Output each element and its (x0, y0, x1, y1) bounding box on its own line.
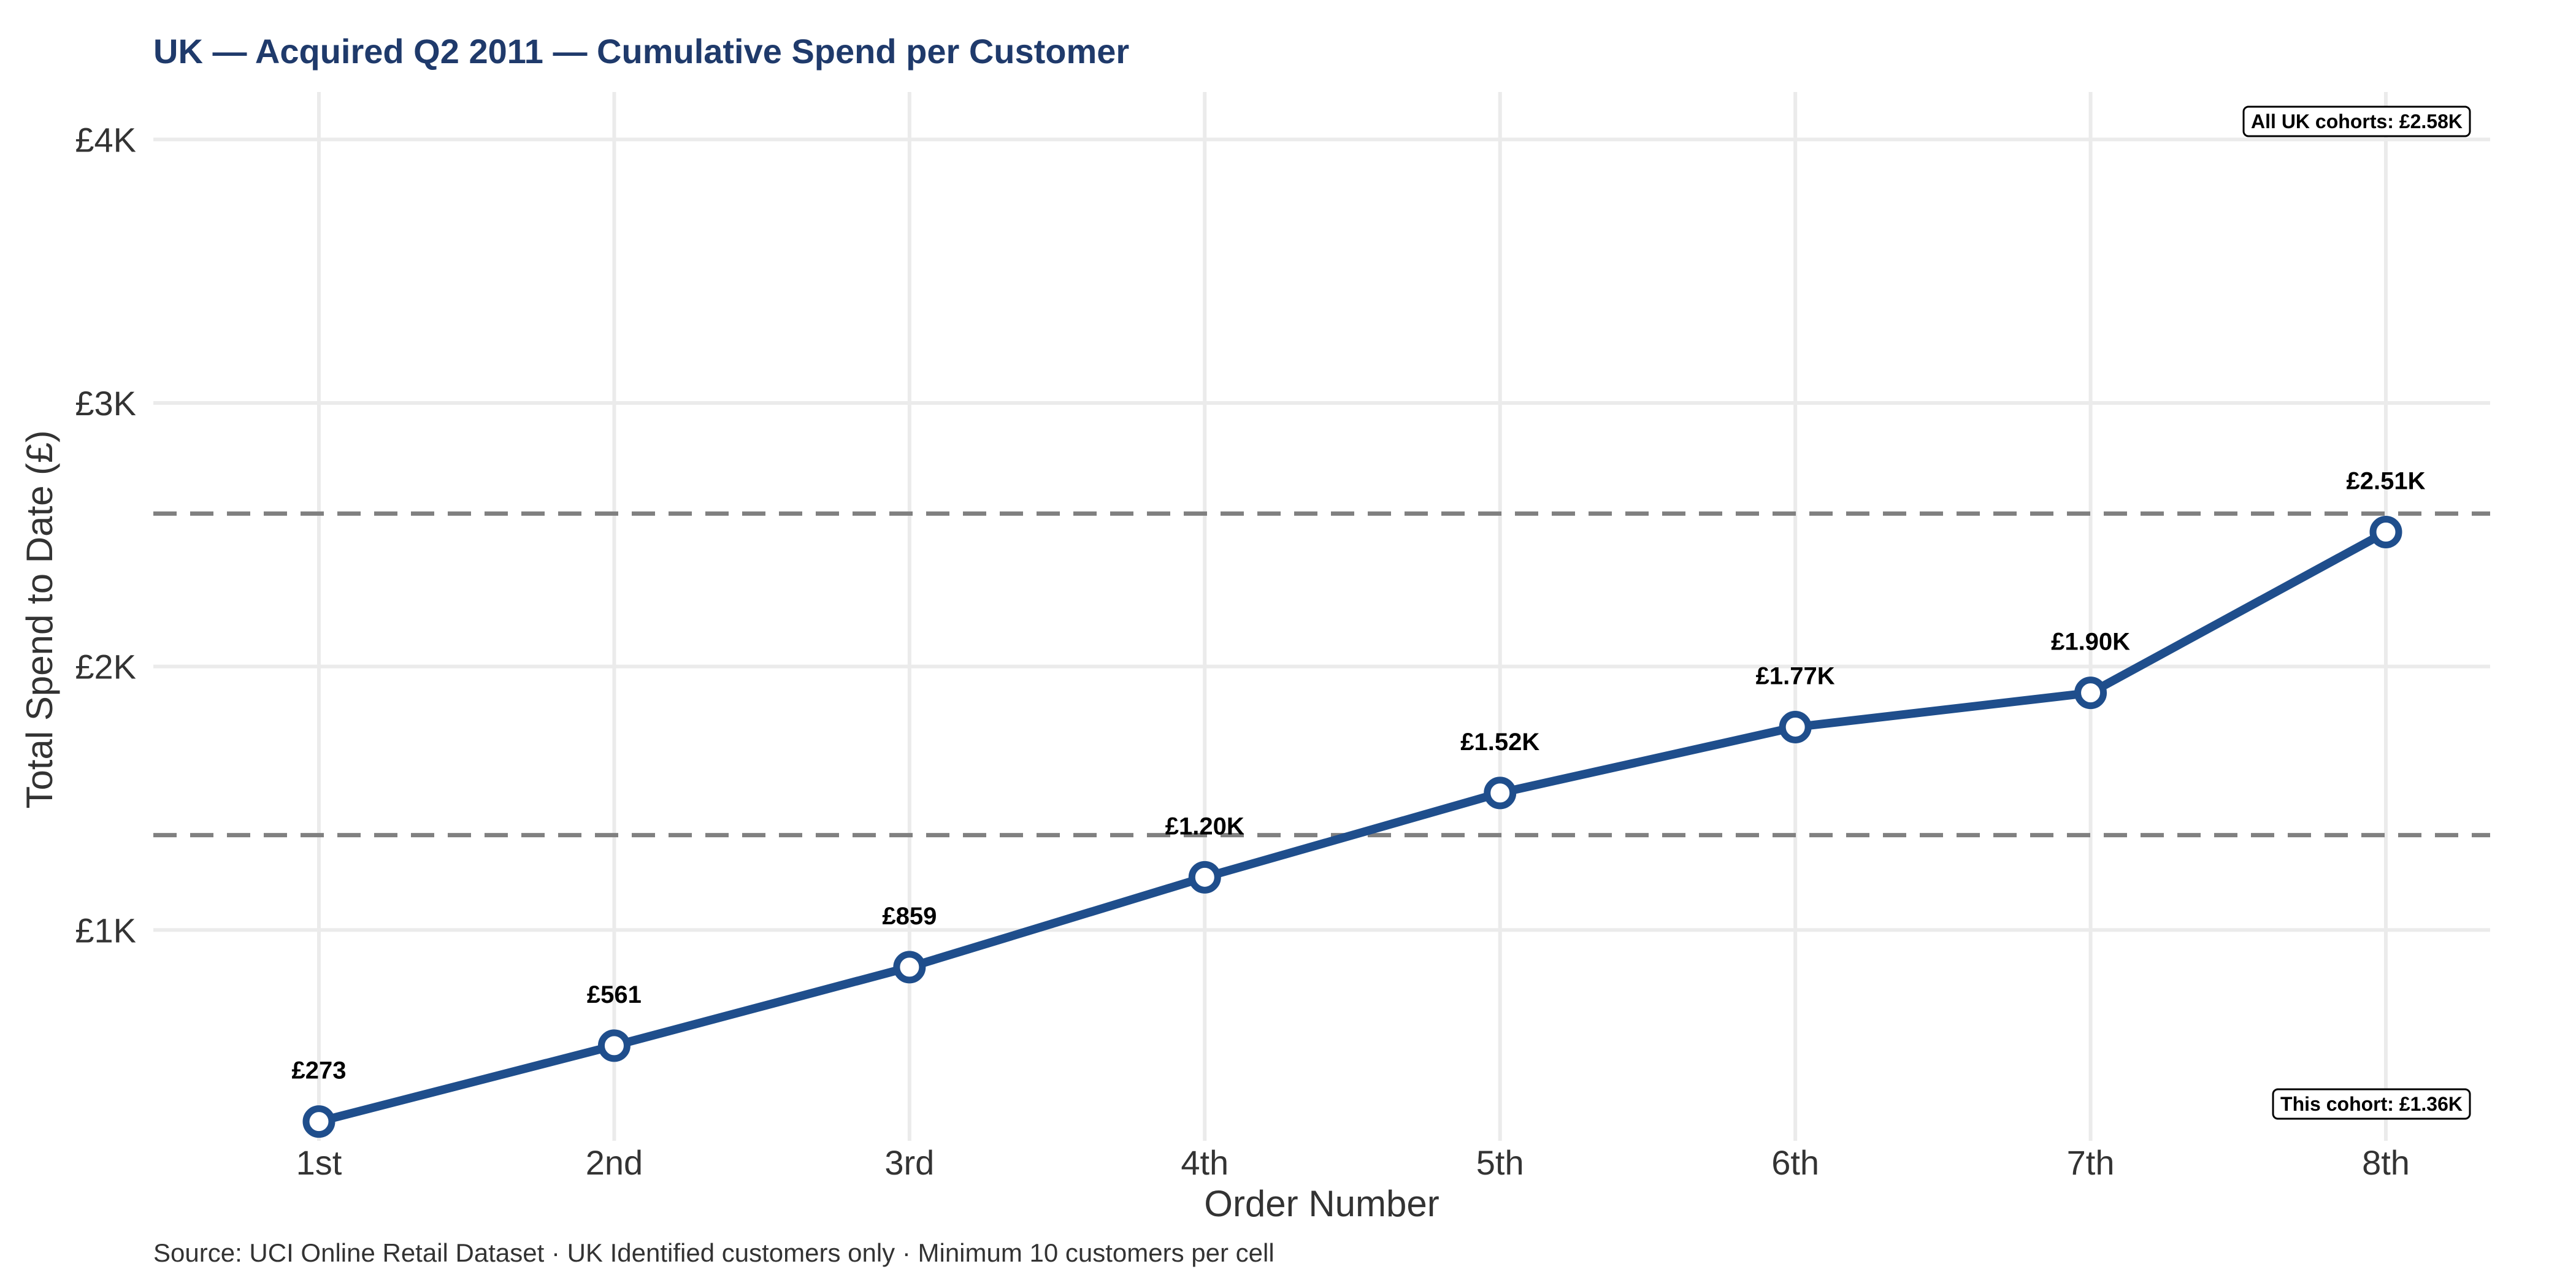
series-line (315, 527, 2390, 1126)
data-point (1779, 710, 1812, 743)
data-label: £561 (587, 981, 642, 1008)
x-axis-title: Order Number (1204, 1183, 1439, 1224)
x-tick-label: 6th (1771, 1143, 1819, 1182)
chart-title: UK — Acquired Q2 2011 — Cumulative Spend… (153, 32, 1129, 71)
y-tick-label: £2K (75, 648, 136, 686)
y-tick-label: £1K (75, 911, 136, 949)
y-tick-label: £3K (75, 384, 136, 423)
reference-label-box (2242, 105, 2471, 137)
data-label: £1.20K (1165, 813, 1244, 840)
x-tick-label: 4th (1181, 1143, 1229, 1182)
data-point (2369, 516, 2402, 549)
reference-label-box (2272, 1088, 2471, 1120)
reference-line-label: All UK cohorts: £2.58K (2251, 110, 2463, 132)
data-label: £1.77K (1756, 662, 1835, 689)
x-tick-label: 5th (1476, 1143, 1524, 1182)
x-tick-label: 1st (296, 1143, 342, 1182)
grid (153, 92, 2490, 1141)
data-labels: £273 £561 £859 £1.20K £1.52K £1.77K £1.90K £2.5… (292, 468, 2426, 1084)
chart-caption: Source: UCI Online Retail Dataset · UK I… (153, 1238, 1275, 1267)
data-point (1188, 861, 1221, 894)
data-label: £273 (292, 1057, 347, 1084)
x-tick-label: 2nd (586, 1143, 643, 1182)
x-tick-label: 7th (2067, 1143, 2115, 1182)
data-label: £859 (882, 903, 937, 930)
data-point (1484, 776, 1517, 810)
data-point (2074, 677, 2107, 710)
reference-line-label: This cohort: £1.36K (2280, 1093, 2463, 1115)
x-tick-label: 3rd (884, 1143, 934, 1182)
y-axis-title: Total Spend to Date (£) (19, 430, 60, 808)
x-tick-label: 8th (2362, 1143, 2410, 1182)
axes: £1K £2K £3K £4K 1st 2nd 3rd 4th 5th 6th 7th 8th (75, 120, 2410, 1182)
y-tick-label: £4K (75, 120, 136, 159)
data-point (597, 1029, 631, 1062)
data-label: £1.52K (1460, 729, 1539, 756)
data-label: £2.51K (2347, 468, 2426, 495)
data-point (893, 951, 926, 984)
reference-lines: All UK cohorts: £2.58K This cohort: £1.36… (153, 105, 2490, 1120)
data-point (302, 1105, 335, 1138)
series (302, 516, 2402, 1138)
data-label: £1.90K (2051, 629, 2130, 656)
